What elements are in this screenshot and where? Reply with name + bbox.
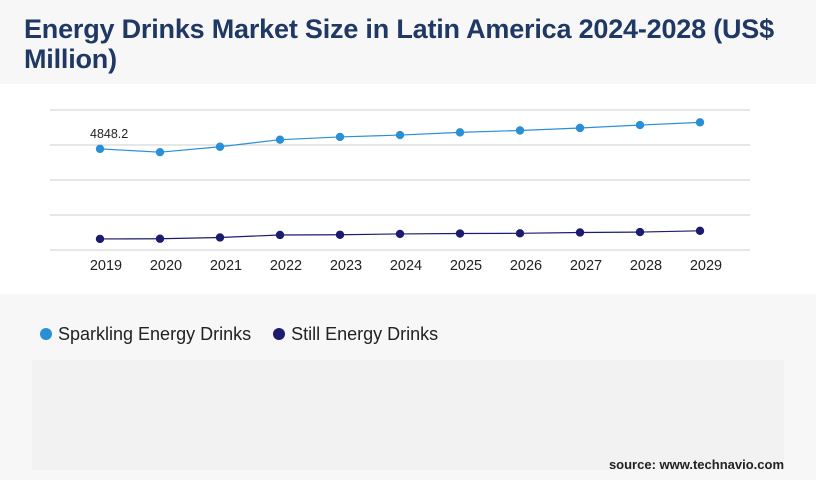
data-point-s1-2024 — [395, 229, 405, 239]
data-point-s0-2023 — [335, 132, 345, 142]
chart-title: Energy Drinks Market Size in Latin Ameri… — [24, 14, 774, 74]
data-points — [95, 118, 705, 244]
legend-item-still[interactable]: Still Energy Drinks — [273, 324, 438, 345]
line-chart: 4848.2 2019 2020 2021 2022 2023 2024 2025 2026 2… — [50, 109, 750, 274]
data-point-s0-2022 — [275, 135, 285, 144]
data-point-s0-2025 — [455, 128, 465, 137]
x-tick-label-2022: 2022 — [270, 258, 302, 274]
data-point-s1-2027 — [575, 228, 585, 237]
x-tick-label-2027: 2027 — [570, 258, 602, 274]
x-tick-label-2023: 2023 — [330, 258, 362, 274]
legend-label-still: Still Energy Drinks — [291, 323, 439, 344]
x-tick-label-2025: 2025 — [450, 258, 482, 274]
data-point-s1-2020 — [155, 234, 165, 243]
plot-background — [0, 84, 816, 294]
x-tick-label-2021: 2021 — [210, 258, 242, 274]
data-point-s0-2024 — [395, 130, 405, 140]
data-point-s1-2029 — [695, 226, 705, 236]
series-lines — [99, 121, 701, 240]
data-point-s1-2026 — [515, 229, 525, 238]
x-tick-label-2019: 2019 — [90, 258, 122, 274]
gridlines — [50, 109, 750, 251]
x-tick-label-2024: 2024 — [390, 258, 422, 274]
x-tick-label-2028: 2028 — [630, 258, 662, 274]
data-point-s0-2020 — [155, 147, 165, 157]
data-point-s0-2027 — [575, 123, 585, 133]
data-point-s0-2026 — [515, 126, 525, 135]
data-label-0: 4848.2 — [90, 127, 128, 141]
data-labels: 4848.2 — [90, 127, 128, 141]
legend-item-sparkling[interactable]: Sparkling Energy Drinks — [40, 324, 251, 345]
data-point-s1-2028 — [635, 227, 645, 237]
x-tick-label-2029: 2029 — [690, 258, 722, 274]
data-point-s1-2023 — [335, 230, 345, 239]
x-axis-ticks: 2019 2020 2021 2022 2023 2024 2025 2026 2027 2028… — [90, 258, 722, 274]
lower-panel — [32, 360, 784, 470]
x-tick-label-2026: 2026 — [510, 258, 542, 274]
data-point-s1-2025 — [455, 229, 465, 238]
data-point-s0-2029 — [695, 118, 705, 127]
data-point-s0-2019 — [95, 144, 105, 154]
x-tick-label-2020: 2020 — [150, 258, 182, 274]
source-credit: source: www.technavio.com — [608, 457, 784, 472]
data-point-s1-2022 — [275, 230, 285, 240]
legend-swatch-sparkling — [40, 328, 52, 340]
data-point-s1-2019 — [95, 234, 105, 244]
legend: Sparkling Energy Drinks Still Energy Dri… — [40, 322, 438, 346]
data-point-s0-2028 — [635, 120, 645, 130]
data-point-s1-2021 — [215, 233, 225, 242]
data-point-s0-2021 — [215, 142, 225, 151]
legend-swatch-still — [273, 328, 286, 340]
legend-label-sparkling: Sparkling Energy Drinks — [58, 323, 252, 344]
